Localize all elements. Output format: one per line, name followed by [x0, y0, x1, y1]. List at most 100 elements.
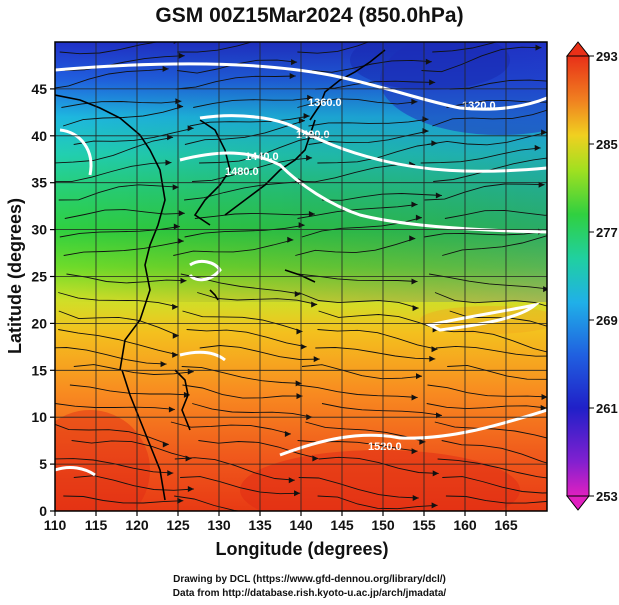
streamline-arrowhead	[185, 455, 192, 462]
colorbar-tick-label: 277	[596, 225, 618, 240]
streamline	[198, 440, 319, 459]
streamline	[55, 136, 174, 164]
streamline-arrowhead	[162, 441, 169, 448]
streamline-arrowhead	[425, 58, 432, 65]
y-axis: 0 5 10 15 20 25 30 35 40 45	[31, 81, 55, 519]
coastlines	[55, 49, 386, 501]
streamline	[194, 212, 315, 219]
streamline-arrowhead	[183, 391, 190, 398]
streamline	[295, 237, 416, 256]
credit-data-source: Data from http://database.rish.kyoto-u.a…	[172, 588, 447, 599]
contour-label-1320: 1320.0	[462, 100, 496, 112]
x-axis-title: Longitude (degrees)	[215, 539, 388, 559]
x-tick-label: 165	[494, 517, 518, 533]
colorbar-tick-label: 261	[596, 401, 618, 416]
streamline	[61, 100, 182, 108]
streamline	[298, 292, 419, 309]
streamline	[318, 456, 439, 474]
streamline	[55, 403, 175, 410]
streamline	[449, 79, 547, 90]
streamline	[177, 515, 297, 526]
streamline-arrowhead	[291, 59, 298, 66]
streamline-arrowhead	[561, 97, 567, 103]
streamline-arrowhead	[411, 201, 418, 208]
streamline-arrowhead	[284, 431, 291, 438]
streamline-arrowhead	[560, 498, 566, 504]
streamline-arrowhead	[559, 212, 565, 218]
streamline	[447, 364, 547, 380]
streamline	[175, 75, 296, 90]
y-axis-title: Latitude (degrees)	[5, 198, 25, 354]
streamline	[295, 164, 416, 183]
streamline	[424, 183, 545, 201]
y-tick-label: 35	[31, 175, 47, 191]
streamline	[420, 147, 541, 164]
streamline	[189, 115, 310, 127]
x-tick-label: 145	[330, 517, 354, 533]
streamline	[318, 310, 439, 331]
streamline	[433, 329, 547, 353]
streamline	[432, 42, 498, 53]
streamline	[73, 127, 194, 145]
streamline	[177, 42, 254, 53]
streamline-arrowhead	[411, 278, 418, 285]
streamline-arrowhead	[313, 356, 320, 363]
contour-label-1440: 1440.0	[245, 151, 279, 163]
x-tick-label: 140	[289, 517, 313, 533]
streamline-arrowhead	[556, 490, 562, 496]
streamline-arrowhead	[411, 448, 418, 455]
streamline-arrowhead	[307, 94, 314, 101]
streamline	[192, 403, 313, 418]
streamline-arrowhead	[172, 332, 179, 339]
streamline-arrowhead	[435, 192, 442, 199]
streamline	[429, 273, 547, 290]
streamline-arrowhead	[541, 394, 547, 401]
x-tick-label: 155	[412, 517, 436, 533]
streamline	[435, 345, 547, 357]
streamline-arrowhead	[552, 476, 558, 482]
streamline	[55, 347, 167, 365]
streamline	[434, 292, 547, 307]
streamline	[315, 347, 436, 360]
streamline-arrowhead	[294, 290, 301, 297]
streamline-arrowhead	[543, 286, 547, 293]
chart-title: GSM 00Z15Mar2024 (850.0hPa)	[155, 4, 464, 27]
streamline	[298, 477, 419, 499]
streamline-arrowhead	[187, 485, 194, 492]
streamline-arrowhead	[547, 351, 553, 357]
y-tick-label: 25	[31, 269, 47, 285]
streamline-arrowhead	[308, 211, 315, 218]
streamline-arrowhead	[546, 27, 552, 33]
streamline	[441, 440, 547, 464]
streamline-arrowhead	[415, 214, 422, 221]
streamline	[170, 421, 292, 435]
y-tick-label: 20	[31, 315, 47, 331]
streamline-arrowhead	[556, 465, 562, 471]
y-tick-label: 40	[31, 128, 47, 144]
streamline-arrowhead	[534, 144, 541, 151]
streamline	[426, 403, 547, 410]
streamline-arrowhead	[160, 361, 167, 368]
streamline	[301, 364, 423, 380]
colorbar-tick-label: 293	[596, 49, 618, 64]
credit-dcl: Drawing by DCL (https://www.gfd-dennou.o…	[173, 574, 446, 585]
streamline	[64, 209, 185, 219]
streamline	[427, 131, 547, 146]
streamline	[63, 495, 184, 504]
streamline	[308, 130, 429, 145]
streamline-arrowhead	[288, 477, 295, 484]
streamline-arrowhead	[172, 303, 179, 310]
x-tick-label: 110	[44, 517, 67, 533]
streamline-arrowhead	[172, 184, 179, 191]
streamline-arrowhead	[431, 140, 438, 147]
streamline-arrowhead	[178, 210, 185, 217]
streamline-arrowhead	[167, 470, 174, 477]
streamline-arrowhead	[431, 346, 438, 353]
streamline-arrowhead	[177, 497, 184, 504]
y-tick-label: 10	[31, 409, 47, 425]
streamline	[434, 421, 547, 439]
contour-label-1480: 1480.0	[225, 166, 259, 178]
x-tick-label: 130	[207, 517, 231, 533]
x-tick-label: 115	[85, 517, 108, 533]
